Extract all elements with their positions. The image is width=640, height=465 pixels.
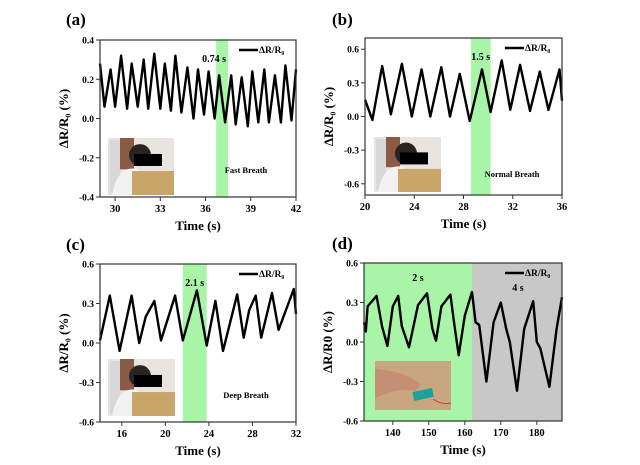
period-label: 1.5 s	[471, 52, 490, 63]
x-tick-label: 33	[155, 204, 166, 215]
x-tick-label: 20	[160, 429, 171, 440]
photo-sensor-device	[412, 388, 434, 401]
photo-wire	[432, 398, 452, 404]
inset-photo	[108, 359, 175, 416]
x-tick-label: 24	[204, 429, 215, 440]
x-tick-label: 32	[508, 202, 519, 213]
inset-photo	[108, 138, 174, 195]
y-tick-label: -0.6	[344, 180, 359, 190]
series-line	[98, 52, 298, 128]
y-tick-label: 0.3	[82, 300, 94, 310]
series-line	[362, 290, 564, 392]
inset-photo	[374, 137, 441, 192]
x-tick-label: 20	[360, 202, 371, 213]
y-tick-label: -0.3	[344, 147, 359, 157]
y-tick-label: -0.6	[343, 418, 358, 428]
y-tick-label: 0.0	[346, 339, 358, 349]
x-tick-label: 180	[529, 428, 545, 439]
x-axis-label: Time (s)	[175, 218, 221, 233]
x-axis-label: Time (s)	[175, 443, 221, 458]
panel-d: 140 150 160 170 180 -0.6 -0.3 0.0 0.3 0.6 (d) Time …	[320, 234, 564, 457]
panel-a: 30 33 36 39 42 -0.4 -0.2 0.0 0.2 0.4 (a) Time (s) ΔR…	[56, 10, 301, 233]
y-axis-label: ΔR/R₀ (%)	[321, 87, 336, 146]
y-tick-label: 0.4	[82, 37, 94, 47]
y-tick-label: 0.3	[347, 79, 359, 89]
y-tick-label: -0.3	[343, 378, 358, 388]
annotation-label: Normal Breath	[485, 169, 540, 179]
x-tick-label: 170	[493, 428, 509, 439]
x-tick-label: 36	[557, 202, 568, 213]
y-tick-label: -0.2	[79, 154, 94, 164]
legend-label: ΔR/R₀	[525, 269, 550, 279]
annotation-label: Fast Breath	[225, 165, 268, 175]
panel-label: (b)	[332, 10, 353, 29]
y-tick-label: 0.6	[82, 261, 94, 271]
period-label: 0.74 s	[202, 54, 226, 65]
highlight-band	[470, 38, 491, 195]
photo-censor-bar	[400, 152, 428, 165]
panel-label: (d)	[332, 234, 353, 253]
x-tick-label: 150	[421, 428, 437, 439]
photo-table	[398, 168, 441, 192]
y-axis-label: ΔR/R₀ (%)	[56, 89, 71, 148]
photo-radiator	[110, 140, 120, 193]
photo-door	[120, 359, 134, 391]
x-tick-label: 160	[457, 428, 473, 439]
y-tick-label: 0.6	[347, 46, 359, 56]
series-line	[98, 287, 298, 353]
y-tick-label: 0.0	[82, 340, 94, 350]
y-tick-label: 0.0	[82, 115, 94, 125]
legend-label: ΔR/R₀	[259, 46, 284, 56]
y-tick-label: 0.0	[347, 113, 359, 123]
photo-table	[132, 392, 175, 416]
panel-b: 20 24 28 32 36 -0.6 -0.3 0.0 0.3 0.6 (b) Time (s) ΔR…	[321, 10, 567, 231]
x-tick-label: 16	[117, 429, 128, 440]
x-tick-label: 140	[385, 428, 401, 439]
x-tick-label: 39	[246, 204, 257, 215]
legend-label: ΔR/R₀	[525, 44, 550, 54]
photo-censor-bar	[134, 374, 162, 387]
x-tick-label: 28	[247, 429, 258, 440]
x-axis-label: Time (s)	[440, 442, 486, 457]
x-tick-label: 24	[409, 202, 420, 213]
photo-censor-bar	[134, 153, 162, 166]
highlight-band	[472, 263, 562, 421]
inset-photo	[375, 361, 452, 410]
annotation-label: Deep Breath	[223, 390, 269, 400]
period-label: 2 s	[412, 273, 424, 284]
panel-label: (a)	[66, 10, 86, 29]
y-axis-label: ΔR/R₀ (%)	[56, 313, 71, 372]
x-tick-label: 32	[291, 429, 302, 440]
y-tick-label: 0.6	[346, 260, 358, 270]
x-tick-label: 42	[291, 204, 302, 215]
x-tick-label: 30	[110, 204, 121, 215]
photo-radiator	[110, 361, 120, 414]
legend-label: ΔR/R₀	[259, 270, 284, 280]
period-label: 2.1 s	[185, 278, 204, 289]
period-label: 4 s	[512, 283, 524, 294]
highlight-band	[182, 264, 207, 422]
panel-label: (c)	[66, 235, 85, 254]
panel-c: 16 20 24 28 32 -0.6 -0.3 0.0 0.3 0.6 (c) Time (s) ΔR…	[56, 235, 301, 458]
y-tick-label: -0.4	[79, 194, 94, 204]
y-axis-label: ΔR/R0 (%)	[320, 311, 335, 373]
y-tick-label: 0.2	[82, 76, 94, 86]
photo-radiator	[376, 139, 386, 190]
photo-finger	[375, 369, 421, 399]
photo-door	[386, 137, 400, 168]
y-tick-label: -0.6	[79, 419, 94, 429]
x-tick-label: 28	[458, 202, 469, 213]
x-tick-label: 36	[200, 204, 211, 215]
y-tick-label: -0.3	[79, 379, 94, 389]
photo-door	[120, 138, 134, 170]
photo-table	[132, 171, 174, 195]
x-axis-label: Time (s)	[441, 216, 487, 231]
series-line	[363, 59, 564, 123]
y-tick-label: 0.3	[346, 299, 358, 309]
